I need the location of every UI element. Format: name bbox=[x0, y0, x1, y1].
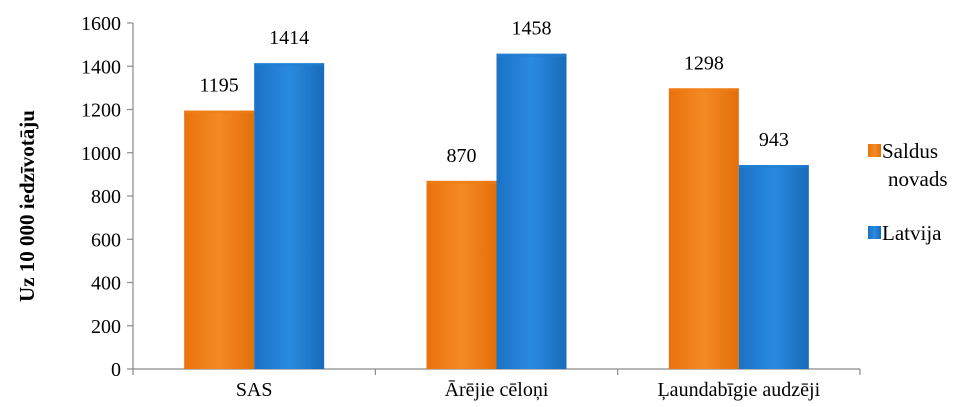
axes: 0 200 400 600 800 1000 1200 1400 1600 SAS Ārējie c… bbox=[81, 13, 861, 401]
bar bbox=[738, 165, 809, 369]
data-label: 1298 bbox=[684, 52, 724, 74]
legend: Saldus novads Latvija bbox=[868, 139, 948, 245]
bar bbox=[254, 63, 325, 369]
bar bbox=[184, 110, 255, 370]
y-axis-label: Uz 10 000 iedzīvotāju bbox=[15, 110, 39, 302]
bar-top-edge bbox=[738, 165, 809, 169]
y-tick-label: 200 bbox=[91, 316, 121, 338]
legend-label: novads bbox=[888, 167, 948, 191]
y-tick-label: 1200 bbox=[81, 100, 121, 122]
bar bbox=[496, 53, 567, 370]
bar bbox=[426, 180, 497, 369]
legend-swatch bbox=[868, 144, 881, 157]
legend-swatch bbox=[868, 226, 881, 239]
y-tick-label: 800 bbox=[91, 186, 121, 208]
data-label: 1414 bbox=[269, 27, 309, 49]
data-label: 943 bbox=[759, 129, 789, 151]
y-tick-label: 600 bbox=[91, 229, 121, 251]
y-tick-label: 400 bbox=[91, 273, 121, 295]
bar bbox=[668, 88, 739, 370]
x-tick-label: Ļaundabīgie audzēji bbox=[657, 379, 820, 401]
y-tick-label: 1600 bbox=[81, 13, 121, 35]
x-tick-label: Ārējie cēloņi bbox=[445, 379, 549, 401]
y-tick-label: 1000 bbox=[81, 143, 121, 165]
data-label: 1458 bbox=[512, 18, 552, 40]
y-tick-label: 1400 bbox=[81, 56, 121, 78]
data-labels: 1195 1414 870 1458 1298 943 bbox=[200, 18, 789, 167]
x-tick-label: SAS bbox=[236, 379, 273, 401]
y-tick-label: 0 bbox=[111, 359, 121, 381]
bars bbox=[184, 53, 809, 370]
bar-top-edge bbox=[496, 53, 567, 57]
bar-top-edge bbox=[426, 180, 497, 184]
legend-label: Latvija bbox=[882, 221, 942, 245]
legend-label: Saldus bbox=[882, 139, 938, 163]
data-label: 870 bbox=[447, 145, 477, 167]
bar-top-edge bbox=[184, 110, 255, 114]
data-label: 1195 bbox=[200, 75, 239, 97]
bar-top-edge bbox=[668, 88, 739, 92]
bar-top-edge bbox=[254, 63, 325, 67]
